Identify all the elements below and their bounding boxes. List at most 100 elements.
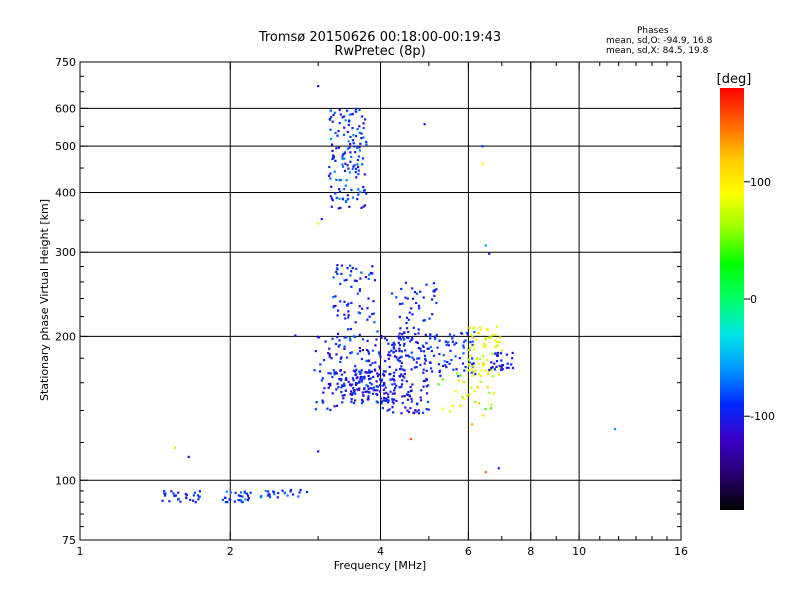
data-point [478,402,481,405]
data-point [424,359,427,362]
data-point [185,496,188,500]
data-point [340,373,343,376]
data-point [419,363,422,366]
data-point [462,340,466,344]
data-point [399,327,402,330]
data-point [501,364,504,367]
data-point [464,366,467,369]
data-point [335,178,338,181]
data-point [316,335,319,338]
y-axis-label: Stationary phase Virtual Height [km] [38,199,51,401]
data-point [354,167,358,170]
data-point [413,366,416,369]
data-point [354,383,358,386]
data-point [461,362,465,365]
data-point [472,362,475,365]
data-point [389,390,392,393]
data-point [371,313,374,316]
data-point [368,315,371,318]
data-point [470,371,473,374]
data-point [331,337,334,340]
data-point [317,85,320,88]
data-point [431,313,434,316]
colorbar: -100 0 100 [720,88,775,510]
data-point [511,366,514,370]
data-point [356,128,359,131]
data-point [350,188,353,191]
data-point [174,446,177,449]
data-point [410,307,413,310]
data-point [422,296,425,299]
data-point [198,490,201,493]
data-point [350,400,353,403]
data-point [469,346,472,349]
data-point [451,340,454,343]
data-point [346,130,349,133]
data-point [427,408,430,411]
data-point [369,387,372,390]
data-point [340,386,343,389]
data-point [355,368,358,371]
data-point [496,325,499,328]
data-point [412,326,415,329]
data-point [347,316,350,319]
data-point [240,499,243,502]
data-point [362,394,365,397]
data-point [358,370,361,373]
data-point [372,389,375,392]
data-point [328,117,331,120]
data-point [356,198,359,201]
data-point [404,281,408,284]
data-point [424,333,427,336]
data-point [368,273,371,276]
data-point [346,164,349,167]
data-point [411,287,414,290]
data-point [372,375,375,378]
data-point [375,385,378,388]
data-point [445,366,448,369]
data-point [472,327,475,330]
data-point [338,190,342,193]
data-point [435,301,438,305]
data-point [184,492,187,496]
data-point [372,300,375,303]
data-point [452,368,455,371]
data-point [363,204,367,207]
data-point [327,382,330,386]
data-point [339,369,342,372]
data-point [451,405,454,408]
data-point [294,334,297,337]
data-point [359,378,362,381]
data-point [372,386,376,389]
data-point [401,375,405,378]
data-point [243,491,246,494]
data-point [446,361,449,364]
data-point [267,493,270,496]
data-point [482,355,485,358]
data-point [486,386,489,389]
data-point [363,173,366,176]
data-point [403,331,406,335]
data-point [378,365,381,368]
data-point [374,361,377,364]
data-point [429,334,432,337]
data-point [344,317,347,320]
data-point [490,369,493,372]
data-point [357,173,360,176]
data-point [367,391,370,394]
data-point [283,492,286,495]
data-point [439,374,442,377]
data-point [343,345,346,348]
data-point [334,295,337,298]
data-point [490,361,493,364]
data-point [391,406,394,409]
data-point [362,122,365,125]
data-point [198,495,201,498]
data-point [358,387,361,390]
data-point [266,494,269,497]
data-point [332,113,335,116]
data-point [411,337,414,340]
data-point [333,373,336,376]
data-point [340,272,343,275]
x-tick-label: 16 [674,545,688,558]
